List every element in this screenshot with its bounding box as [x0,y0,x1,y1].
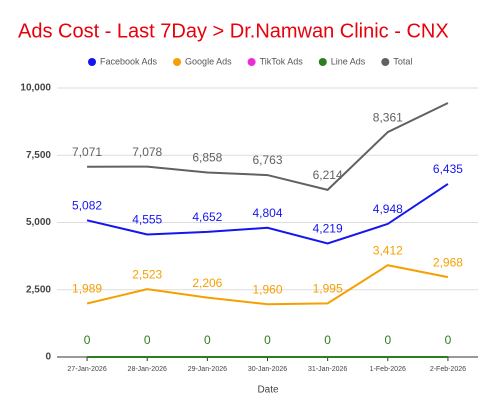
data-label: 0 [84,333,91,347]
data-label: 2,523 [132,267,162,281]
y-tick-label: 5,000 [26,217,51,228]
x-axis-title: Date [257,385,279,396]
y-tick-label: 10,000 [20,83,51,94]
x-tick-label: 29-Jan-2026 [188,366,227,373]
x-tick-label: 28-Jan-2026 [128,366,167,373]
legend-marker [247,58,256,66]
data-label: 4,804 [252,206,282,220]
legend-label: Facebook Ads [100,56,158,66]
data-label: 4,219 [313,222,343,236]
data-label: 4,948 [373,202,403,216]
data-label: 2,968 [433,255,463,269]
series-line [87,102,449,191]
legend-label: Total [393,56,412,66]
y-tick-label: 2,500 [26,284,51,295]
data-label: 3,412 [373,243,403,257]
data-label: 0 [144,333,151,347]
data-label: 6,435 [433,162,463,176]
chart-title: Ads Cost - Last 7Day > Dr.Namwan Clinic … [18,20,449,42]
x-tick-label: 2-Feb-2026 [430,366,466,373]
data-label: 0 [384,333,391,347]
data-label: 0 [445,333,452,347]
x-tick-label: 27-Jan-2026 [67,366,106,373]
legend-marker [173,58,182,66]
x-tick-label: 1-Feb-2026 [370,366,406,373]
data-label: 0 [264,333,271,347]
data-label: 7,078 [132,145,162,159]
y-tick-label: 7,500 [26,150,51,161]
legend-label: Line Ads [331,56,366,66]
legend-label: Google Ads [185,56,232,66]
series-line [86,264,449,306]
legend-marker [318,58,327,66]
y-tick-label: 0 [45,352,51,363]
data-label: 8,361 [373,110,403,124]
data-label: 7,071 [72,145,102,159]
legend-marker [381,58,390,66]
data-label: 4,652 [192,210,222,224]
data-label: 5,082 [72,198,102,212]
legend-label: TikTok Ads [260,56,304,66]
data-label: 6,858 [192,151,222,165]
data-label: 2,206 [192,276,222,290]
series-line [86,183,449,245]
x-tick-label: 31-Jan-2026 [308,366,347,373]
data-label: 6,214 [313,168,343,182]
data-label: 0 [204,333,211,347]
data-label: 4,555 [132,213,162,227]
data-label: 6,763 [252,153,282,167]
legend-marker [88,58,96,66]
data-label: 0 [324,333,331,347]
data-label: 1,960 [252,282,282,296]
data-label: 1,989 [72,282,102,296]
x-tick-label: 30-Jan-2026 [248,366,287,373]
data-label: 1,995 [313,282,343,296]
